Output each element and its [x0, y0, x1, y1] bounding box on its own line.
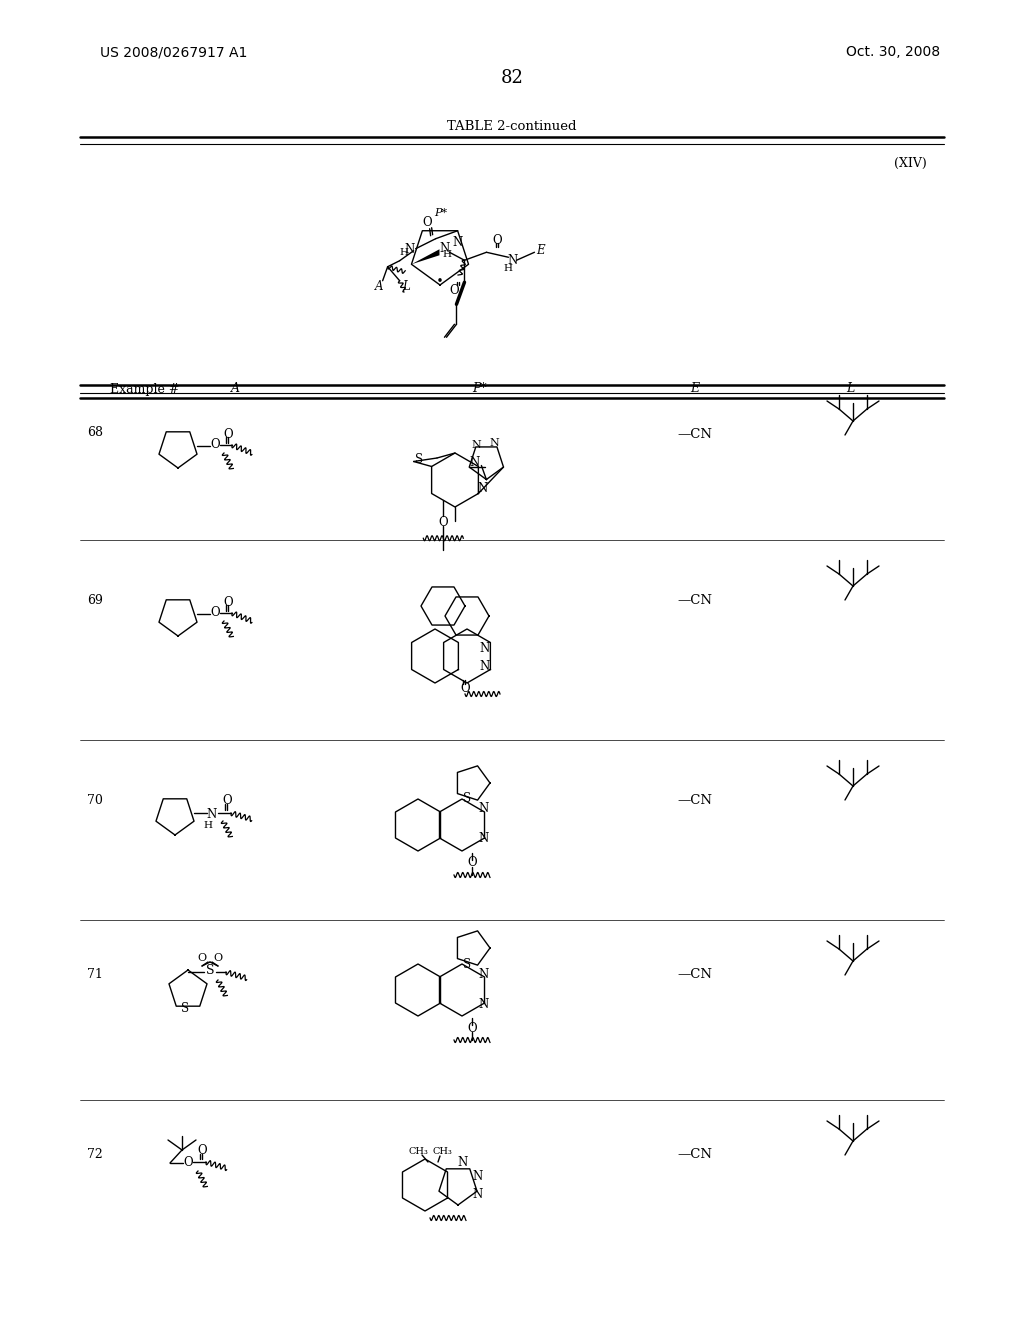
Text: H: H	[399, 248, 409, 257]
Text: 71: 71	[87, 969, 103, 982]
Text: N: N	[480, 642, 490, 655]
Text: O: O	[198, 1144, 207, 1158]
Text: 70: 70	[87, 793, 103, 807]
Text: 68: 68	[87, 425, 103, 438]
Text: O: O	[467, 857, 477, 870]
Text: O: O	[213, 953, 222, 964]
Text: CH₃: CH₃	[408, 1147, 428, 1156]
Text: S: S	[181, 1002, 189, 1015]
Text: N: N	[473, 1188, 483, 1201]
Text: TABLE 2-continued: TABLE 2-continued	[447, 120, 577, 133]
Text: CH₃: CH₃	[432, 1147, 452, 1156]
Text: —CN: —CN	[678, 429, 713, 441]
Text: O: O	[467, 1022, 477, 1035]
Text: —CN: —CN	[678, 793, 713, 807]
Text: Oct. 30, 2008: Oct. 30, 2008	[846, 45, 940, 59]
Text: L: L	[846, 383, 854, 396]
Text: A: A	[376, 280, 384, 293]
Text: A: A	[230, 383, 240, 396]
Text: N: N	[478, 482, 488, 495]
Text: N: N	[473, 1171, 483, 1184]
Text: —CN: —CN	[678, 969, 713, 982]
Text: H: H	[443, 249, 452, 259]
Text: L: L	[401, 280, 410, 293]
Text: P*: P*	[473, 383, 487, 396]
Text: O: O	[183, 1155, 193, 1168]
Text: N: N	[479, 833, 489, 846]
Text: S: S	[463, 792, 471, 805]
Text: US 2008/0267917 A1: US 2008/0267917 A1	[100, 45, 248, 59]
Text: N: N	[479, 803, 489, 816]
Polygon shape	[412, 249, 439, 264]
Text: N: N	[489, 438, 500, 449]
Text: O: O	[222, 795, 231, 808]
Text: O: O	[423, 216, 432, 230]
Text: N: N	[470, 455, 480, 469]
Text: O: O	[493, 234, 503, 247]
Text: O: O	[450, 284, 460, 297]
Text: S: S	[206, 964, 214, 977]
Text: —CN: —CN	[678, 594, 713, 606]
Text: N: N	[404, 243, 415, 256]
Text: S: S	[463, 957, 471, 970]
Text: N: N	[439, 242, 450, 255]
Text: E: E	[690, 383, 699, 396]
Text: O: O	[223, 428, 232, 441]
Text: S: S	[416, 453, 423, 466]
Text: H: H	[504, 264, 513, 273]
Text: O: O	[198, 953, 207, 964]
Text: H: H	[204, 821, 213, 829]
Text: N: N	[471, 441, 481, 450]
Text: 82: 82	[501, 69, 523, 87]
Text: N: N	[479, 998, 489, 1011]
Text: O: O	[223, 595, 232, 609]
Text: O: O	[210, 438, 220, 451]
Text: N: N	[507, 253, 517, 267]
Text: N: N	[453, 236, 463, 249]
Text: 72: 72	[87, 1148, 102, 1162]
Text: P*: P*	[434, 209, 447, 218]
Text: O: O	[460, 681, 470, 694]
Text: N: N	[207, 808, 217, 821]
Text: Example #: Example #	[110, 383, 179, 396]
Text: N: N	[480, 660, 490, 672]
Text: 69: 69	[87, 594, 103, 606]
Text: N: N	[458, 1156, 468, 1170]
Text: N: N	[479, 968, 489, 981]
Text: O: O	[210, 606, 220, 619]
Text: (XIV): (XIV)	[894, 157, 927, 169]
Text: O: O	[438, 516, 449, 529]
Text: E: E	[537, 244, 545, 257]
Text: —CN: —CN	[678, 1148, 713, 1162]
